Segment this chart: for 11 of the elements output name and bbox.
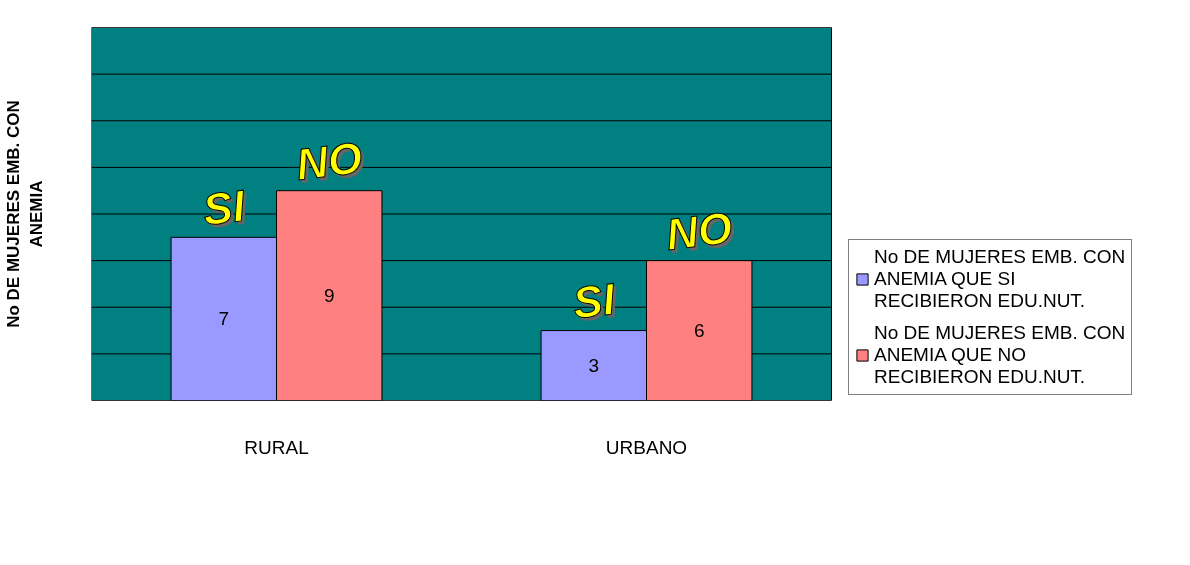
data-label: 7 [218,308,230,330]
x-tick-label: URBANO [605,436,688,458]
y-axis-title: No DE MUJERES EMB. CON ANEMIA [3,100,46,328]
data-label: 6 [693,320,705,342]
text: SI [570,273,618,328]
x-tick-label: RURAL [244,436,309,458]
data-label: 9 [323,285,335,307]
legend-label: No DE MUJERES EMB. CON ANEMIA QUE SI RECIBIERON EDU.NUT. [874,246,1126,312]
legend-label: No DE MUJERES EMB. CON ANEMIA QUE NO RECIBIERON EDU.NUT. [874,322,1126,388]
data-label: 3 [588,355,600,377]
text: NO [663,202,735,259]
